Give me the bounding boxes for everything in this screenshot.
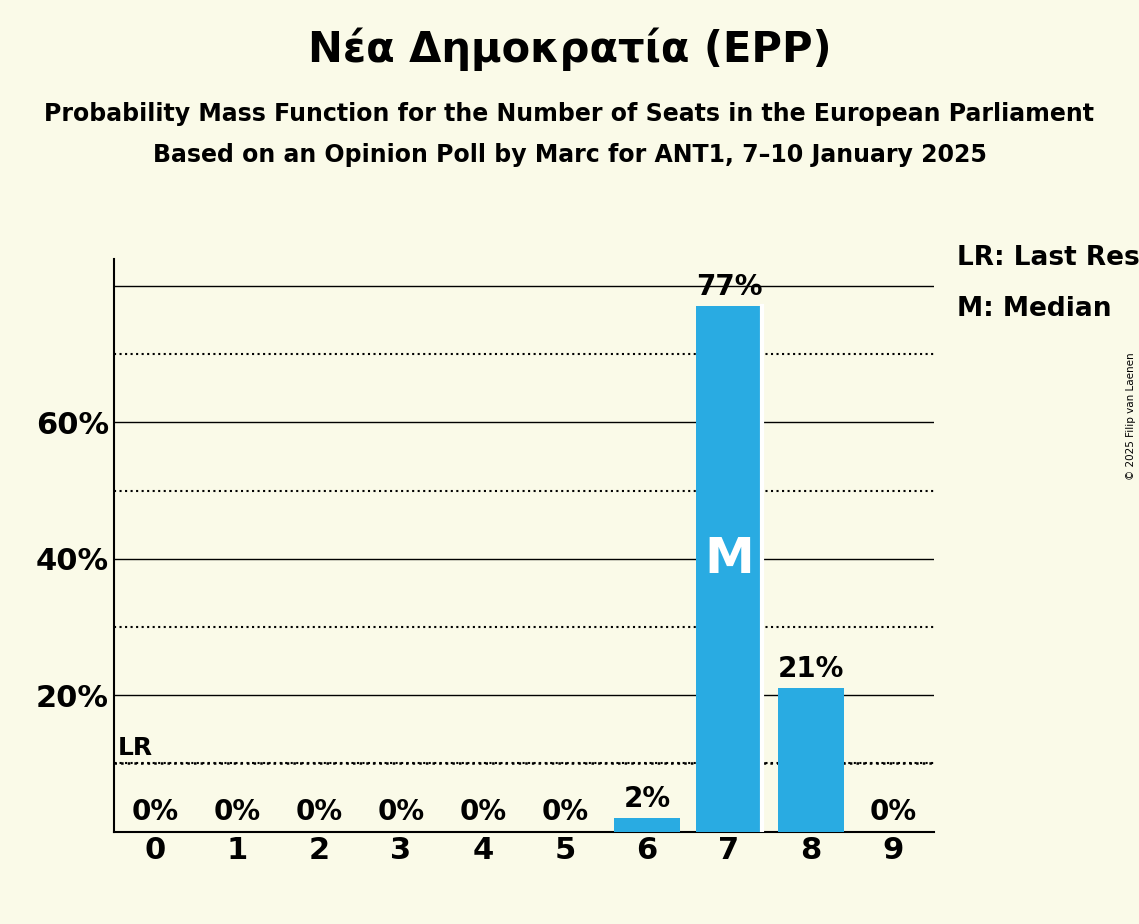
Text: 2%: 2% [623, 784, 671, 812]
Text: 21%: 21% [778, 655, 844, 683]
Text: 0%: 0% [541, 798, 589, 826]
Text: M: Median: M: Median [957, 296, 1112, 322]
Text: Νέα Δημοκρατία (EPP): Νέα Δημοκρατία (EPP) [308, 28, 831, 71]
Text: 0%: 0% [213, 798, 261, 826]
Text: Based on an Opinion Poll by Marc for ANT1, 7–10 January 2025: Based on an Opinion Poll by Marc for ANT… [153, 143, 986, 167]
Text: 0%: 0% [869, 798, 917, 826]
Text: M: M [704, 535, 754, 583]
Bar [614, 818, 680, 832]
Text: 0%: 0% [295, 798, 343, 826]
Text: Probability Mass Function for the Number of Seats in the European Parliament: Probability Mass Function for the Number… [44, 102, 1095, 126]
Bar [696, 307, 762, 832]
Text: LR: LR [118, 736, 153, 760]
Text: 0%: 0% [131, 798, 179, 826]
Text: 0%: 0% [377, 798, 425, 826]
Text: LR: Last Result: LR: Last Result [957, 245, 1139, 271]
Text: 0%: 0% [459, 798, 507, 826]
Bar [778, 688, 844, 832]
Text: © 2025 Filip van Laenen: © 2025 Filip van Laenen [1126, 352, 1136, 480]
Text: 77%: 77% [696, 273, 762, 301]
